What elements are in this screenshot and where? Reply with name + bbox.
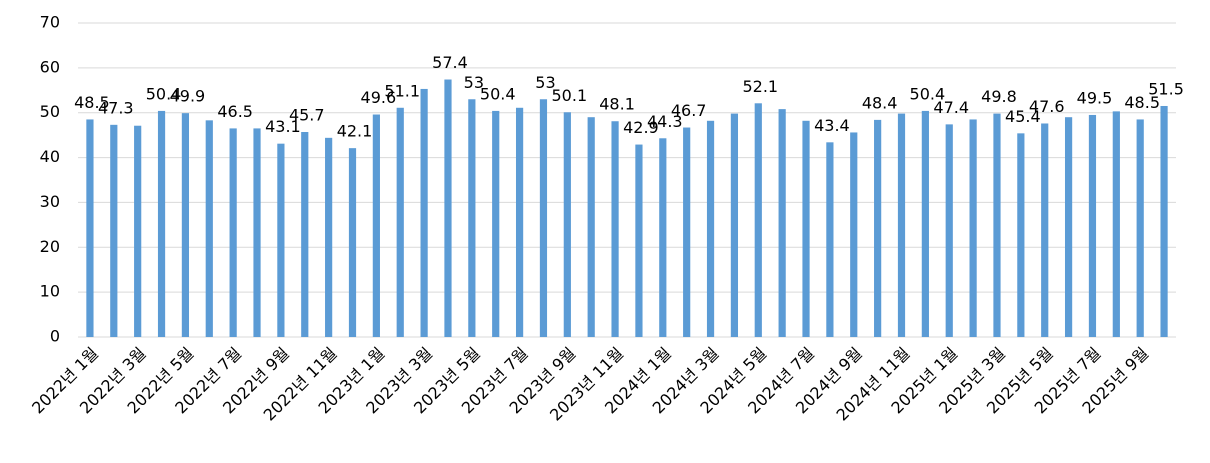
bar	[945, 124, 953, 338]
bar	[229, 128, 237, 337]
y-tick-label: 50	[40, 102, 60, 121]
bar	[778, 109, 786, 337]
bar	[444, 79, 452, 338]
data-label: 45.4	[1005, 107, 1041, 126]
bar	[134, 125, 142, 337]
data-label: 47.3	[98, 98, 134, 117]
bar	[1041, 123, 1049, 337]
bar	[563, 112, 571, 337]
data-label: 48.5	[74, 93, 110, 112]
data-label: 50.4	[480, 84, 516, 103]
data-label: 50.4	[146, 84, 182, 103]
data-label: 44.3	[647, 112, 683, 131]
bar	[706, 120, 715, 337]
bar	[515, 107, 524, 337]
bar	[1088, 114, 1097, 337]
data-label: 49.9	[170, 87, 206, 106]
bar	[1112, 111, 1120, 338]
data-label: 50.1	[552, 86, 588, 105]
bar	[205, 120, 213, 337]
bar	[301, 132, 309, 337]
y-tick-label: 10	[40, 282, 60, 301]
bar	[157, 110, 166, 337]
data-label: 43.1	[265, 117, 301, 136]
bar	[635, 144, 643, 337]
bar	[1160, 105, 1168, 337]
y-tick-label: 70	[40, 13, 60, 32]
data-label: 48.5	[1124, 93, 1160, 112]
bar	[348, 148, 357, 337]
data-label: 51.5	[1148, 79, 1184, 98]
data-label: 46.7	[671, 101, 707, 120]
bar	[277, 143, 285, 337]
data-label: 49.6	[361, 88, 397, 107]
bar	[921, 110, 929, 337]
y-tick-label: 40	[40, 147, 60, 166]
data-label: 47.4	[933, 98, 969, 117]
bar	[539, 99, 548, 337]
y-tick-label: 0	[50, 327, 60, 346]
bar	[754, 103, 762, 338]
data-label: 49.8	[981, 87, 1017, 106]
bar	[1136, 119, 1144, 337]
y-tick-label: 60	[40, 57, 60, 76]
bar	[1017, 133, 1025, 337]
data-label: 49.5	[1077, 88, 1113, 107]
bar	[110, 124, 118, 337]
bar	[86, 119, 94, 337]
data-label: 48.4	[862, 93, 898, 112]
bar	[802, 120, 810, 337]
data-label: 50.4	[910, 84, 946, 103]
data-label: 43.4	[814, 116, 850, 135]
data-label: 47.6	[1029, 97, 1065, 116]
bar	[420, 88, 428, 337]
bar	[611, 121, 619, 337]
bar	[492, 110, 500, 337]
bar	[468, 99, 476, 337]
bar	[874, 119, 882, 338]
y-tick-label: 30	[40, 192, 60, 211]
bar	[325, 137, 333, 337]
bar	[683, 127, 691, 337]
y-tick-label: 20	[40, 237, 60, 256]
data-label: 57.4	[432, 53, 468, 72]
data-label: 45.7	[289, 106, 325, 125]
bar	[659, 138, 667, 337]
bar	[396, 107, 404, 337]
data-label: 52.1	[742, 77, 778, 96]
data-label: 42.9	[623, 118, 659, 137]
data-label: 53	[535, 73, 555, 92]
bar	[587, 117, 595, 337]
data-label: 53	[464, 73, 484, 92]
bar	[181, 113, 190, 337]
bar	[730, 113, 739, 338]
bar	[1064, 117, 1073, 337]
data-label: 42.1	[337, 122, 373, 141]
bar	[253, 128, 261, 337]
bar	[826, 142, 834, 337]
bar	[372, 114, 380, 337]
data-label: 51.1	[384, 81, 420, 100]
bar	[969, 119, 977, 337]
bar	[897, 113, 906, 338]
data-label: 46.5	[217, 102, 253, 121]
data-label: 48.1	[599, 95, 635, 114]
bar	[993, 113, 1001, 338]
bar	[850, 132, 858, 337]
